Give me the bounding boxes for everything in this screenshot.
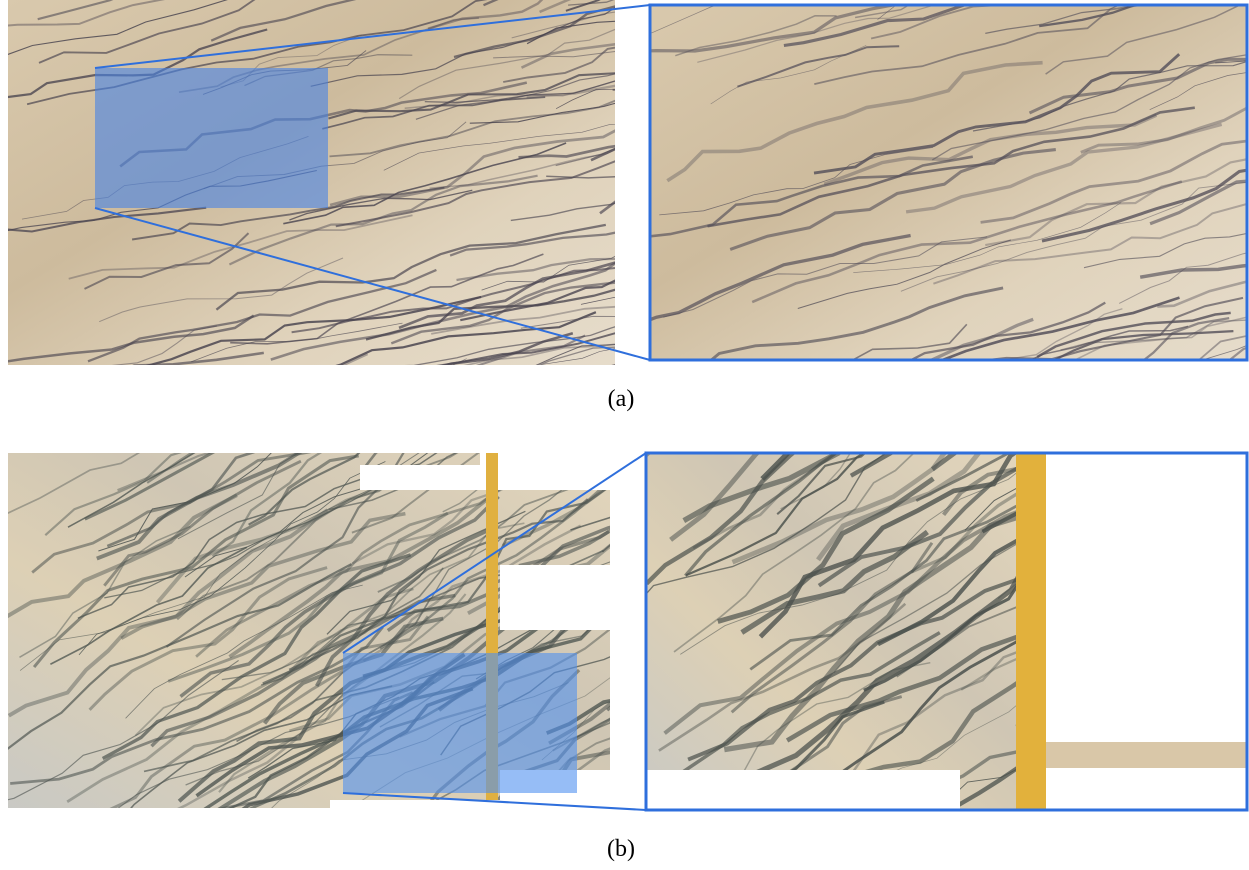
highlight-region — [95, 68, 328, 208]
vein — [1140, 365, 1249, 417]
highlight-region — [343, 653, 577, 793]
panel-label: (a) — [608, 386, 635, 412]
vein — [18, 393, 255, 443]
page: (a) (b) (() => { const data = JSON.parse… — [0, 0, 1249, 865]
vein — [288, 359, 467, 410]
marble-fragment — [1046, 742, 1247, 768]
figure: (a) (b) — [0, 0, 1249, 865]
yellow-bar-zoom — [1016, 453, 1046, 810]
panel-label: (b) — [607, 836, 635, 862]
marble-zoom — [616, 0, 1249, 427]
vein — [1016, 537, 1249, 726]
vein — [298, 367, 557, 432]
